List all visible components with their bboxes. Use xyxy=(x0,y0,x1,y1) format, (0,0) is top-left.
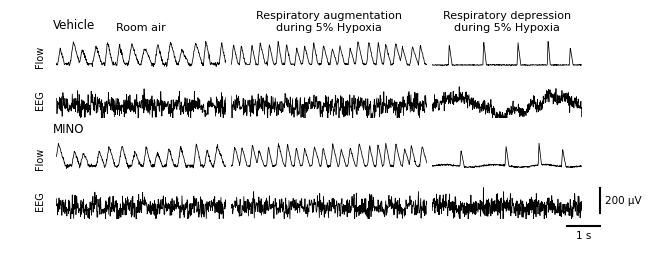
Text: Respiratory augmentation
during 5% Hypoxia: Respiratory augmentation during 5% Hypox… xyxy=(256,11,402,33)
Text: MINO: MINO xyxy=(53,123,84,136)
Text: Room air: Room air xyxy=(116,23,166,33)
Text: EEG: EEG xyxy=(35,191,45,211)
Text: 200 μV: 200 μV xyxy=(605,196,641,206)
Text: Respiratory depression
during 5% Hypoxia: Respiratory depression during 5% Hypoxia xyxy=(443,11,571,33)
Text: Flow: Flow xyxy=(35,46,45,68)
Text: Vehicle: Vehicle xyxy=(53,19,96,32)
Text: 1 s: 1 s xyxy=(576,231,592,241)
Text: Flow: Flow xyxy=(35,148,45,170)
Text: EEG: EEG xyxy=(35,90,45,109)
